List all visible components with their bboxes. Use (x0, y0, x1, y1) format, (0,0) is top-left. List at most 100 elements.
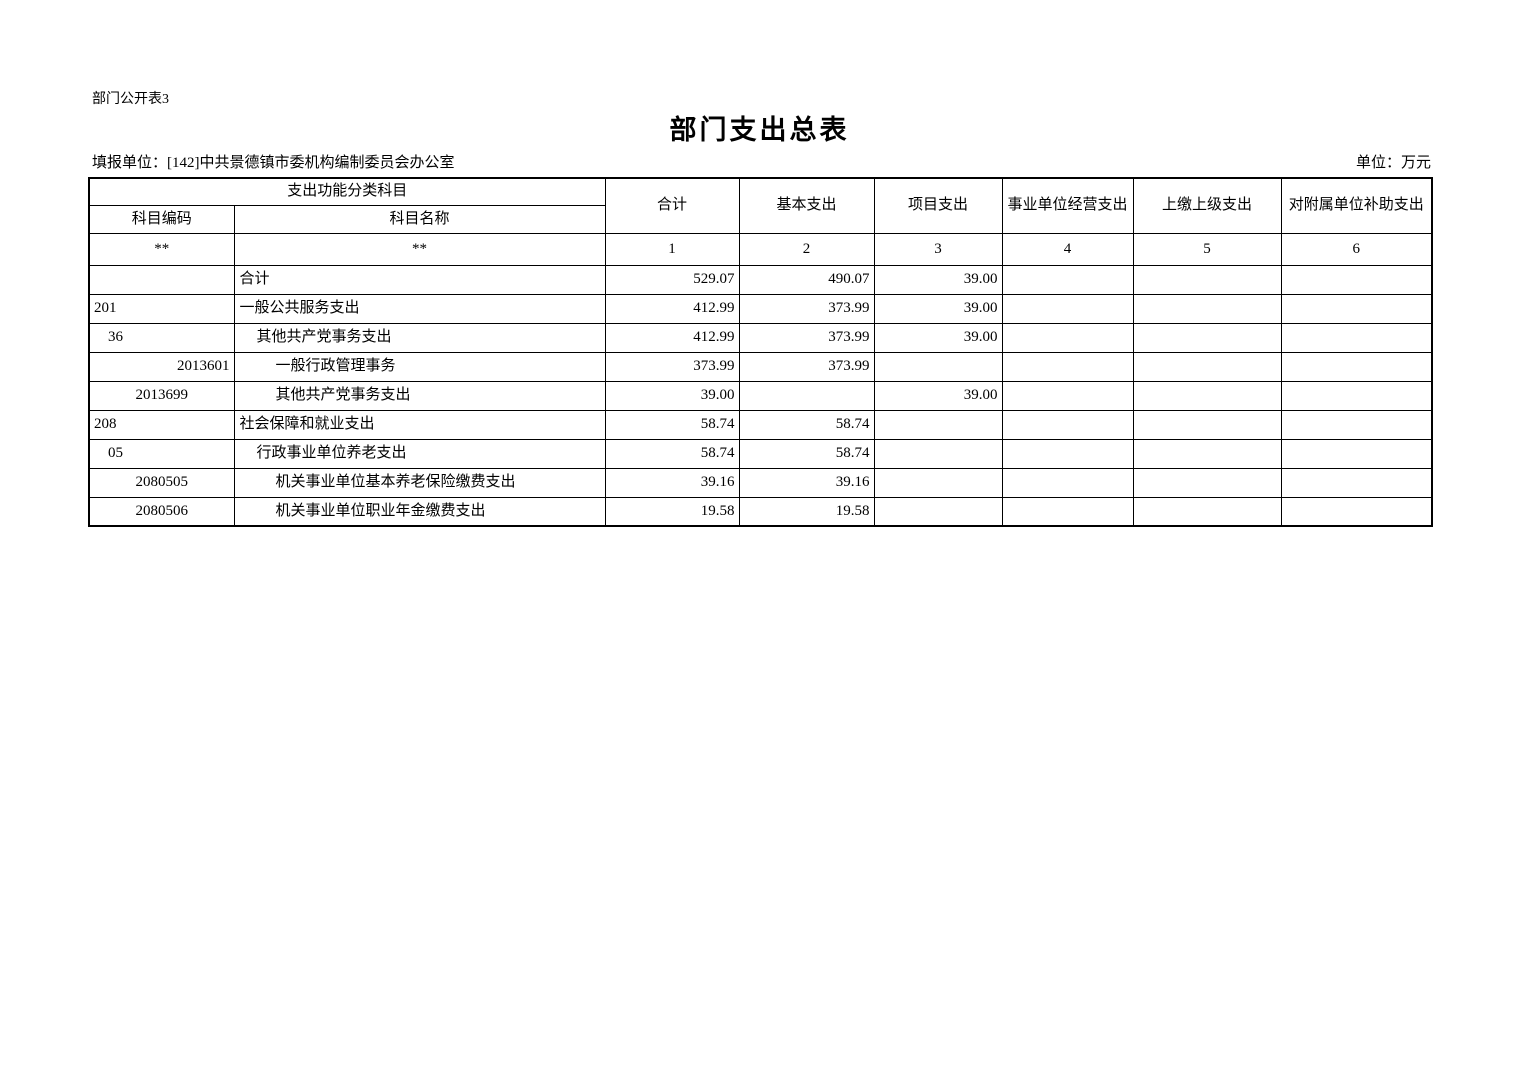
value-cell: 39.00 (873, 322, 1003, 353)
value-cell: 490.07 (738, 264, 875, 295)
index-cell: 2 (738, 232, 875, 266)
header-func-group: 支出功能分类科目 (88, 177, 606, 206)
table-row: 201 一般公共服务支出 412.99 373.99 39.00 (88, 293, 1433, 324)
value-cell (1280, 293, 1433, 324)
subject-code-cell: 201 (88, 293, 235, 324)
header-subject-code: 科目编码 (88, 204, 235, 234)
subject-name-cell: 其他共产党事务支出 (233, 322, 606, 353)
value-cell: 58.74 (738, 438, 875, 469)
value-cell: 58.74 (604, 409, 740, 440)
subject-name-cell: 行政事业单位养老支出 (233, 438, 606, 469)
value-cell (1132, 409, 1282, 440)
index-cell: 5 (1132, 232, 1282, 266)
table-row: 36 其他共产党事务支出 412.99 373.99 39.00 (88, 322, 1433, 353)
value-cell (1001, 467, 1134, 498)
value-cell (1001, 293, 1134, 324)
page-title: 部门支出总表 (669, 115, 850, 145)
expense-table-body: 合计 529.07 490.07 39.00 201 一般公共服务支出 412.99 373.… (88, 264, 1433, 527)
table-row: 05 行政事业单位养老支出 58.74 58.74 (88, 438, 1433, 469)
subject-name-cell: 一般行政管理事务 (233, 351, 606, 382)
value-cell: 39.00 (604, 380, 740, 411)
table-row: 2013699 其他共产党事务支出 39.00 39.00 (88, 380, 1433, 411)
value-cell (1280, 351, 1433, 382)
column-index-row: ** ** 1 2 3 4 5 6 (88, 232, 1433, 266)
subject-name-cell: 机关事业单位职业年金缴费支出 (233, 496, 606, 527)
value-cell: 412.99 (604, 322, 740, 353)
subject-code-cell: 2080505 (88, 467, 235, 498)
header-upper: 上缴上级支出 (1132, 177, 1282, 234)
header-subsidy: 对附属单位补助支出 (1280, 177, 1433, 234)
header-total: 合计 (604, 177, 740, 234)
value-cell: 39.00 (873, 380, 1003, 411)
value-cell (1280, 438, 1433, 469)
index-cell: 6 (1280, 232, 1433, 266)
unit-label: 单位：万元 (1355, 155, 1431, 171)
subject-code-cell: 2013699 (88, 380, 235, 411)
subject-name-cell: 机关事业单位基本养老保险缴费支出 (233, 467, 606, 498)
table-row: 2080506 机关事业单位职业年金缴费支出 19.58 19.58 (88, 496, 1433, 527)
table-row: 合计 529.07 490.07 39.00 (88, 264, 1433, 295)
subject-code-cell: 208 (88, 409, 235, 440)
value-cell (1001, 438, 1134, 469)
value-cell (1132, 438, 1282, 469)
value-cell (1280, 380, 1433, 411)
table-row: 208 社会保障和就业支出 58.74 58.74 (88, 409, 1433, 440)
value-cell: 39.00 (873, 293, 1003, 324)
table-row: 2013601 一般行政管理事务 373.99 373.99 (88, 351, 1433, 382)
value-cell (1001, 264, 1134, 295)
value-cell (1132, 351, 1282, 382)
value-cell (1280, 496, 1433, 527)
header-basic: 基本支出 (738, 177, 875, 234)
value-cell: 373.99 (604, 351, 740, 382)
index-cell: ** (233, 232, 606, 266)
index-cell: 1 (604, 232, 740, 266)
value-cell: 39.16 (604, 467, 740, 498)
header-subject-name: 科目名称 (233, 204, 606, 234)
header-project: 项目支出 (873, 177, 1003, 234)
value-cell (1132, 264, 1282, 295)
subject-name-cell: 一般公共服务支出 (233, 293, 606, 324)
value-cell (1132, 496, 1282, 527)
filler-unit-label: 填报单位：[142]中共景德镇市委机构编制委员会办公室 (92, 155, 455, 171)
value-cell (1001, 380, 1134, 411)
subject-name-cell: 社会保障和就业支出 (233, 409, 606, 440)
value-cell: 58.74 (604, 438, 740, 469)
header-operating: 事业单位经营支出 (1001, 177, 1134, 234)
value-cell: 373.99 (738, 351, 875, 382)
value-cell: 373.99 (738, 293, 875, 324)
value-cell (1132, 380, 1282, 411)
subject-code-cell (88, 264, 235, 295)
value-cell (1280, 409, 1433, 440)
value-cell (1132, 467, 1282, 498)
subject-code-cell: 2080506 (88, 496, 235, 527)
value-cell: 39.00 (873, 264, 1003, 295)
meta-row: 填报单位：[142]中共景德镇市委机构编制委员会办公室 单位：万元 (92, 151, 1431, 172)
value-cell (738, 380, 875, 411)
value-cell: 39.16 (738, 467, 875, 498)
subject-name-cell: 合计 (233, 264, 606, 295)
value-cell (1001, 496, 1134, 527)
index-cell: 4 (1001, 232, 1134, 266)
subject-code-cell: 05 (88, 438, 235, 469)
value-cell: 58.74 (738, 409, 875, 440)
value-cell (873, 438, 1003, 469)
subject-name-cell: 其他共产党事务支出 (233, 380, 606, 411)
value-cell (873, 351, 1003, 382)
table-row: 2080505 机关事业单位基本养老保险缴费支出 39.16 39.16 (88, 467, 1433, 498)
subject-code-cell: 2013601 (88, 351, 235, 382)
value-cell (1001, 322, 1134, 353)
value-cell (1280, 264, 1433, 295)
value-cell (1132, 293, 1282, 324)
value-cell (873, 409, 1003, 440)
index-cell: ** (88, 232, 235, 266)
expense-table: 支出功能分类科目 合计 基本支出 项目支出 事业单位经营支出 上缴上级支出 对附… (88, 177, 1434, 527)
value-cell (1001, 351, 1134, 382)
value-cell: 19.58 (604, 496, 740, 527)
value-cell (1001, 409, 1134, 440)
value-cell (873, 467, 1003, 498)
value-cell: 19.58 (738, 496, 875, 527)
doc-note: 部门公开表3 (92, 92, 169, 107)
index-cell: 3 (873, 232, 1003, 266)
value-cell (1280, 322, 1433, 353)
